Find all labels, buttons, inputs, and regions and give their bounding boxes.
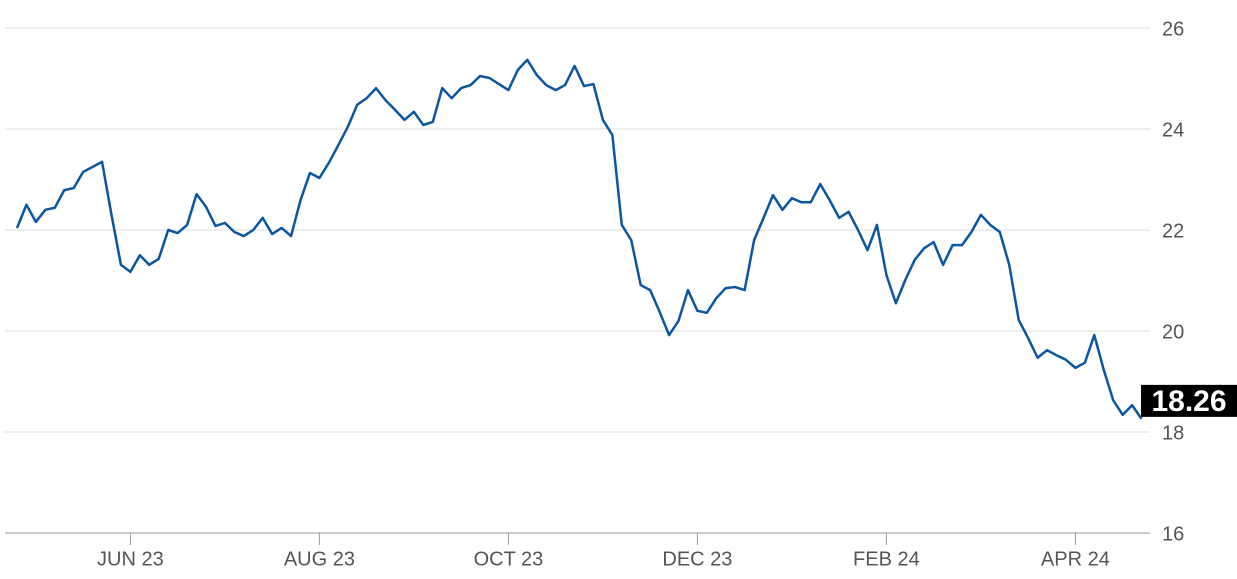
y-tick-label: 18 [1162, 422, 1184, 444]
x-tick-label: DEC 23 [662, 548, 732, 570]
y-tick-label: 22 [1162, 220, 1184, 242]
y-tick-label: 24 [1162, 119, 1184, 141]
last-value-box [1141, 384, 1237, 417]
price-line [15, 58, 1143, 420]
x-tick-label: APR 24 [1041, 548, 1110, 570]
y-tick-label: 26 [1162, 18, 1184, 40]
last-value-label: 18.26 [1151, 385, 1226, 418]
y-tick-label: 16 [1162, 523, 1184, 545]
x-tick-label: FEB 24 [853, 548, 920, 570]
x-tick-label: AUG 23 [284, 548, 355, 570]
x-tick-label: JUN 23 [97, 548, 164, 570]
x-tick-label: OCT 23 [474, 548, 544, 570]
y-tick-label: 20 [1162, 321, 1184, 343]
